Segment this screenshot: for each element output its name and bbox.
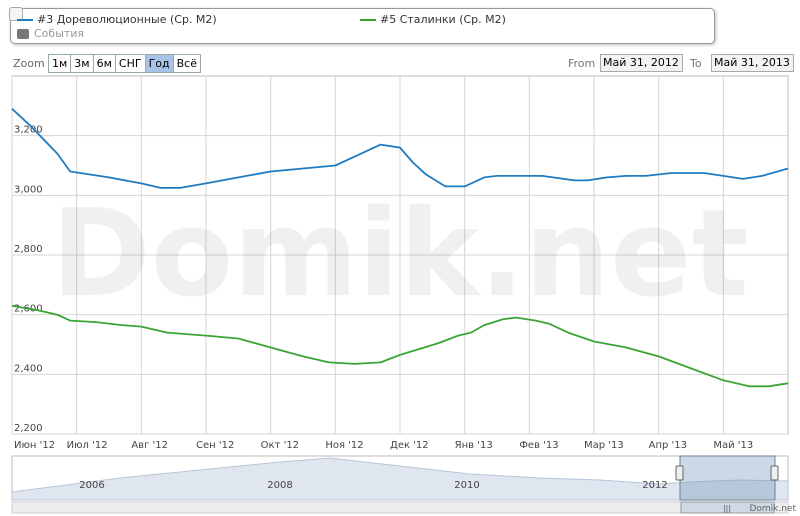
zoom-button-4[interactable]: Год (145, 55, 174, 72)
x-tick-label: Июн '12 (14, 440, 55, 451)
collapse-tab[interactable] (9, 7, 23, 21)
zoom-button-2[interactable]: 6м (93, 55, 116, 72)
series2-swatch (360, 18, 376, 21)
legend-item-events[interactable]: События (17, 27, 84, 40)
events-swatch (17, 28, 29, 39)
navigator-handle-right (770, 465, 779, 481)
to-label: To (690, 57, 702, 70)
legend-label-series1: #3 Дореволюционные (Ср. М2) (37, 13, 217, 26)
x-tick-label: Сен '12 (196, 440, 234, 451)
legend-label-series2: #5 Сталинки (Ср. М2) (380, 13, 506, 26)
x-tick-label: Июл '12 (67, 440, 108, 451)
x-tick-label: Мар '13 (584, 440, 624, 451)
x-tick-label: Авг '12 (131, 440, 168, 451)
x-tick-label: Ноя '12 (325, 440, 363, 451)
scroll-grip-icon: ||| (723, 504, 731, 513)
x-tick-label: Окт '12 (261, 440, 299, 451)
zoom-button-3[interactable]: СНГ (115, 55, 146, 72)
legend-item-series2[interactable]: #5 Сталинки (Ср. М2) (360, 13, 506, 26)
zoom-button-group: 1м 3м 6м СНГ Год Всё (48, 54, 201, 73)
navigator-scrollbar (11, 501, 789, 514)
navigator-year-label: 2006 (79, 480, 104, 491)
legend-label-events: События (34, 27, 85, 40)
zoom-button-0[interactable]: 1м (49, 55, 72, 72)
x-tick-label: Фев '13 (519, 440, 558, 451)
navigator-handle-left (675, 465, 684, 481)
series-line-2 (11, 304, 789, 388)
zoom-button-5[interactable]: Всё (173, 55, 200, 72)
y-tick-label: 3,200 (14, 125, 43, 136)
y-tick-label: 2,200 (14, 423, 43, 434)
to-date-input[interactable]: Май 31, 2013 (711, 54, 794, 72)
y-tick-label: 2,400 (14, 363, 43, 374)
credit-text[interactable]: Domik.net (749, 504, 796, 514)
x-tick-label: Янв '13 (455, 440, 493, 451)
zoom-button-1[interactable]: 3м (71, 55, 94, 72)
legend-item-series1[interactable]: #3 Дореволюционные (Ср. М2) (17, 13, 217, 26)
zoom-label: Zoom (13, 57, 45, 70)
from-date-input[interactable]: Май 31, 2012 (600, 54, 683, 72)
navigator-year-label: 2008 (267, 480, 292, 491)
navigator-year-label: 2010 (454, 480, 479, 491)
y-tick-label: 3,000 (14, 184, 43, 195)
watermark-text: Domik.net (51, 185, 749, 324)
navigator-area (11, 457, 789, 501)
x-tick-label: Апр '13 (649, 440, 687, 451)
series-line-1 (11, 108, 789, 189)
x-tick-label: Май '13 (713, 440, 753, 451)
from-label: From (568, 57, 596, 70)
y-tick-label: 2,800 (14, 244, 43, 255)
navigator-year-label: 2012 (642, 480, 667, 491)
legend: #3 Дореволюционные (Ср. М2) #5 Сталинки … (9, 7, 715, 44)
navigator-selection (679, 455, 776, 501)
x-tick-label: Дек '12 (390, 440, 429, 451)
navigator-scroll-thumb (680, 501, 775, 514)
series1-swatch (17, 18, 33, 21)
